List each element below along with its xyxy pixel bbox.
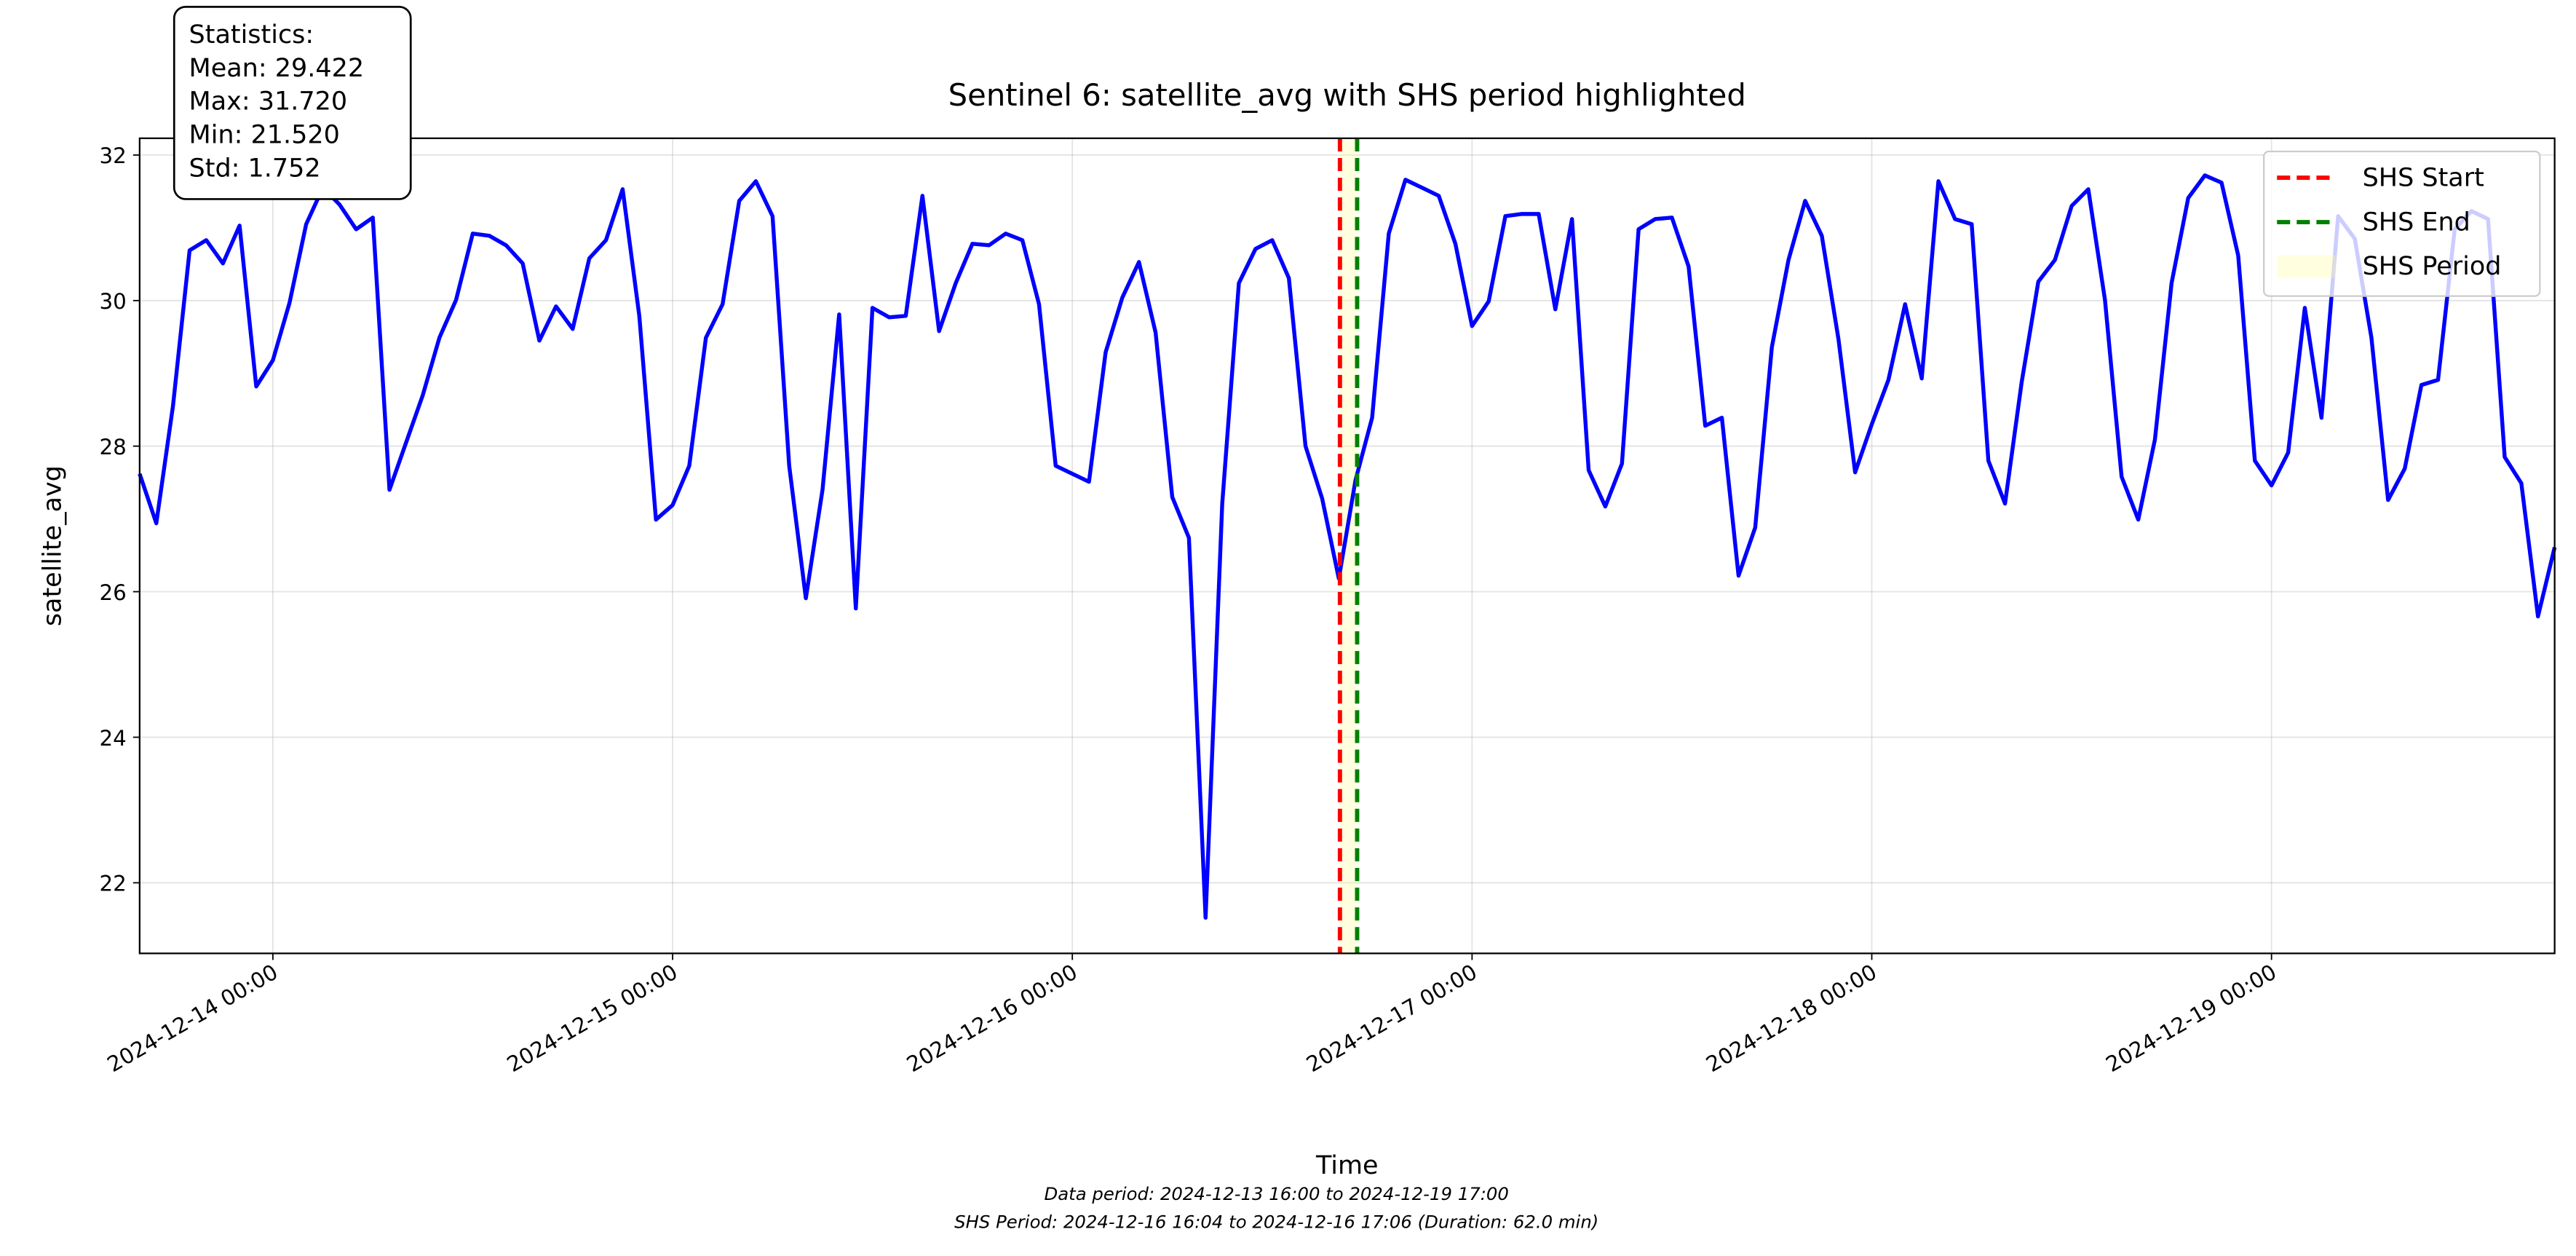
y-tick-label: 22	[99, 872, 126, 896]
footer-line: Data period: 2024-12-13 16:00 to 2024-12…	[1044, 1183, 1508, 1204]
y-tick-label: 28	[99, 435, 126, 459]
legend-swatch	[2277, 255, 2337, 278]
y-tick-label: 32	[99, 143, 126, 168]
axes-frame	[138, 137, 2556, 955]
stats-line: Max: 31.720	[189, 87, 348, 116]
footer-line: SHS Period: 2024-12-16 16:04 to 2024-12-…	[954, 1211, 1598, 1232]
legend-label: SHS Period	[2363, 252, 2502, 281]
y-tick-label: 24	[99, 726, 126, 751]
y-tick-label: 26	[99, 580, 126, 605]
shs-span	[1339, 138, 1358, 954]
chart-title: Sentinel 6: satellite_avg with SHS perio…	[948, 77, 1746, 113]
data-line	[138, 173, 2557, 920]
y-axis-label: satellite_avg	[39, 465, 68, 626]
stats-line: Statistics:	[189, 20, 314, 50]
stats-box	[173, 5, 412, 200]
y-tick-label: 30	[99, 289, 126, 314]
legend-box	[2263, 150, 2541, 297]
stats-line: Std: 1.752	[189, 154, 321, 183]
legend-label: SHS End	[2363, 208, 2470, 237]
stats-line: Mean: 29.422	[189, 54, 365, 83]
legend-label: SHS Start	[2363, 163, 2484, 192]
x-axis-label: Time	[1315, 1151, 1379, 1180]
stats-line: Min: 21.520	[189, 120, 340, 149]
